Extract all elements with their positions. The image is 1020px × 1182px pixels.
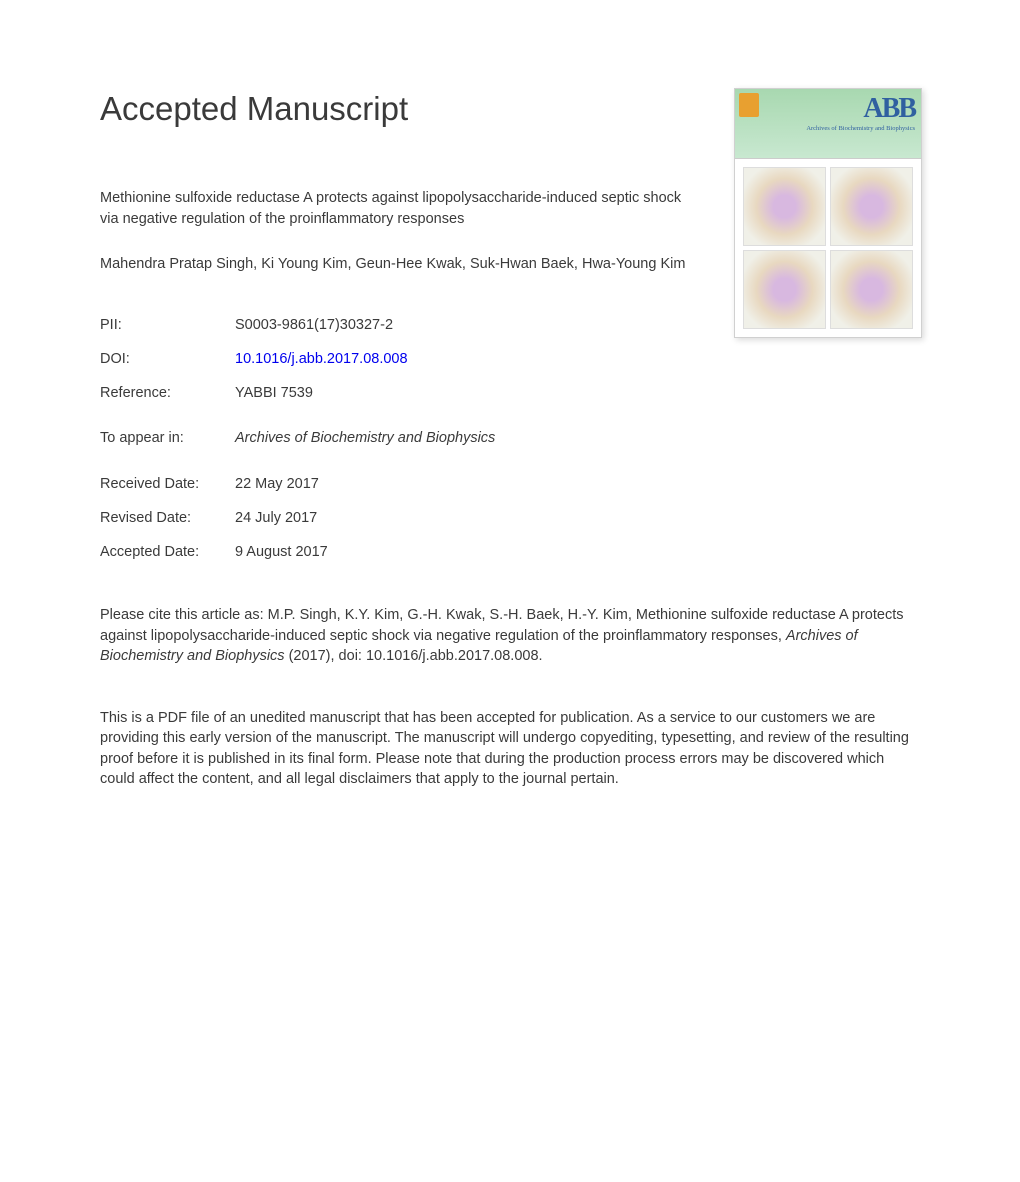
metadata-table: PII: S0003-9861(17)30327-2 DOI: 10.1016/… (100, 315, 920, 563)
meta-label: Revised Date: (100, 508, 235, 530)
disclaimer-text: This is a PDF file of an unedited manusc… (100, 708, 920, 789)
doi-link[interactable]: 10.1016/j.abb.2017.08.008 (235, 349, 408, 371)
meta-label: Received Date: (100, 474, 235, 496)
journal-cover: ABB Archives of Biochemistry and Biophys… (734, 88, 922, 338)
meta-value: Archives of Biochemistry and Biophysics (235, 428, 495, 450)
cover-image-grid (735, 159, 921, 337)
meta-row-doi: DOI: 10.1016/j.abb.2017.08.008 (100, 349, 920, 371)
meta-label: PII: (100, 315, 235, 337)
meta-label: To appear in: (100, 428, 235, 450)
citation-prefix: Please cite this article as: M.P. Singh,… (100, 607, 904, 643)
cover-abbrev: ABB (741, 95, 915, 123)
meta-value: S0003-9861(17)30327-2 (235, 315, 393, 337)
meta-value: 9 August 2017 (235, 542, 328, 564)
meta-row-revised: Revised Date: 24 July 2017 (100, 508, 920, 530)
article-authors: Mahendra Pratap Singh, Ki Young Kim, Geu… (100, 254, 690, 275)
meta-value: 24 July 2017 (235, 508, 317, 530)
cover-thumb-icon (830, 167, 913, 246)
meta-value: YABBI 7539 (235, 383, 313, 405)
meta-value: 22 May 2017 (235, 474, 319, 496)
cover-subtitle: Archives of Biochemistry and Biophysics (741, 125, 915, 132)
meta-row-accepted: Accepted Date: 9 August 2017 (100, 542, 920, 564)
cover-thumb-icon (743, 167, 826, 246)
meta-label: DOI: (100, 349, 235, 371)
citation-text: Please cite this article as: M.P. Singh,… (100, 605, 910, 666)
citation-suffix: (2017), doi: 10.1016/j.abb.2017.08.008. (285, 648, 543, 664)
cover-thumb-icon (743, 250, 826, 329)
meta-row-appear: To appear in: Archives of Biochemistry a… (100, 428, 920, 450)
article-title: Methionine sulfoxide reductase A protect… (100, 188, 690, 230)
meta-label: Reference: (100, 383, 235, 405)
elsevier-logo-icon (739, 93, 759, 117)
meta-label: Accepted Date: (100, 542, 235, 564)
meta-row-received: Received Date: 22 May 2017 (100, 474, 920, 496)
meta-row-reference: Reference: YABBI 7539 (100, 383, 920, 405)
cover-thumb-icon (830, 250, 913, 329)
cover-header: ABB Archives of Biochemistry and Biophys… (735, 89, 921, 159)
